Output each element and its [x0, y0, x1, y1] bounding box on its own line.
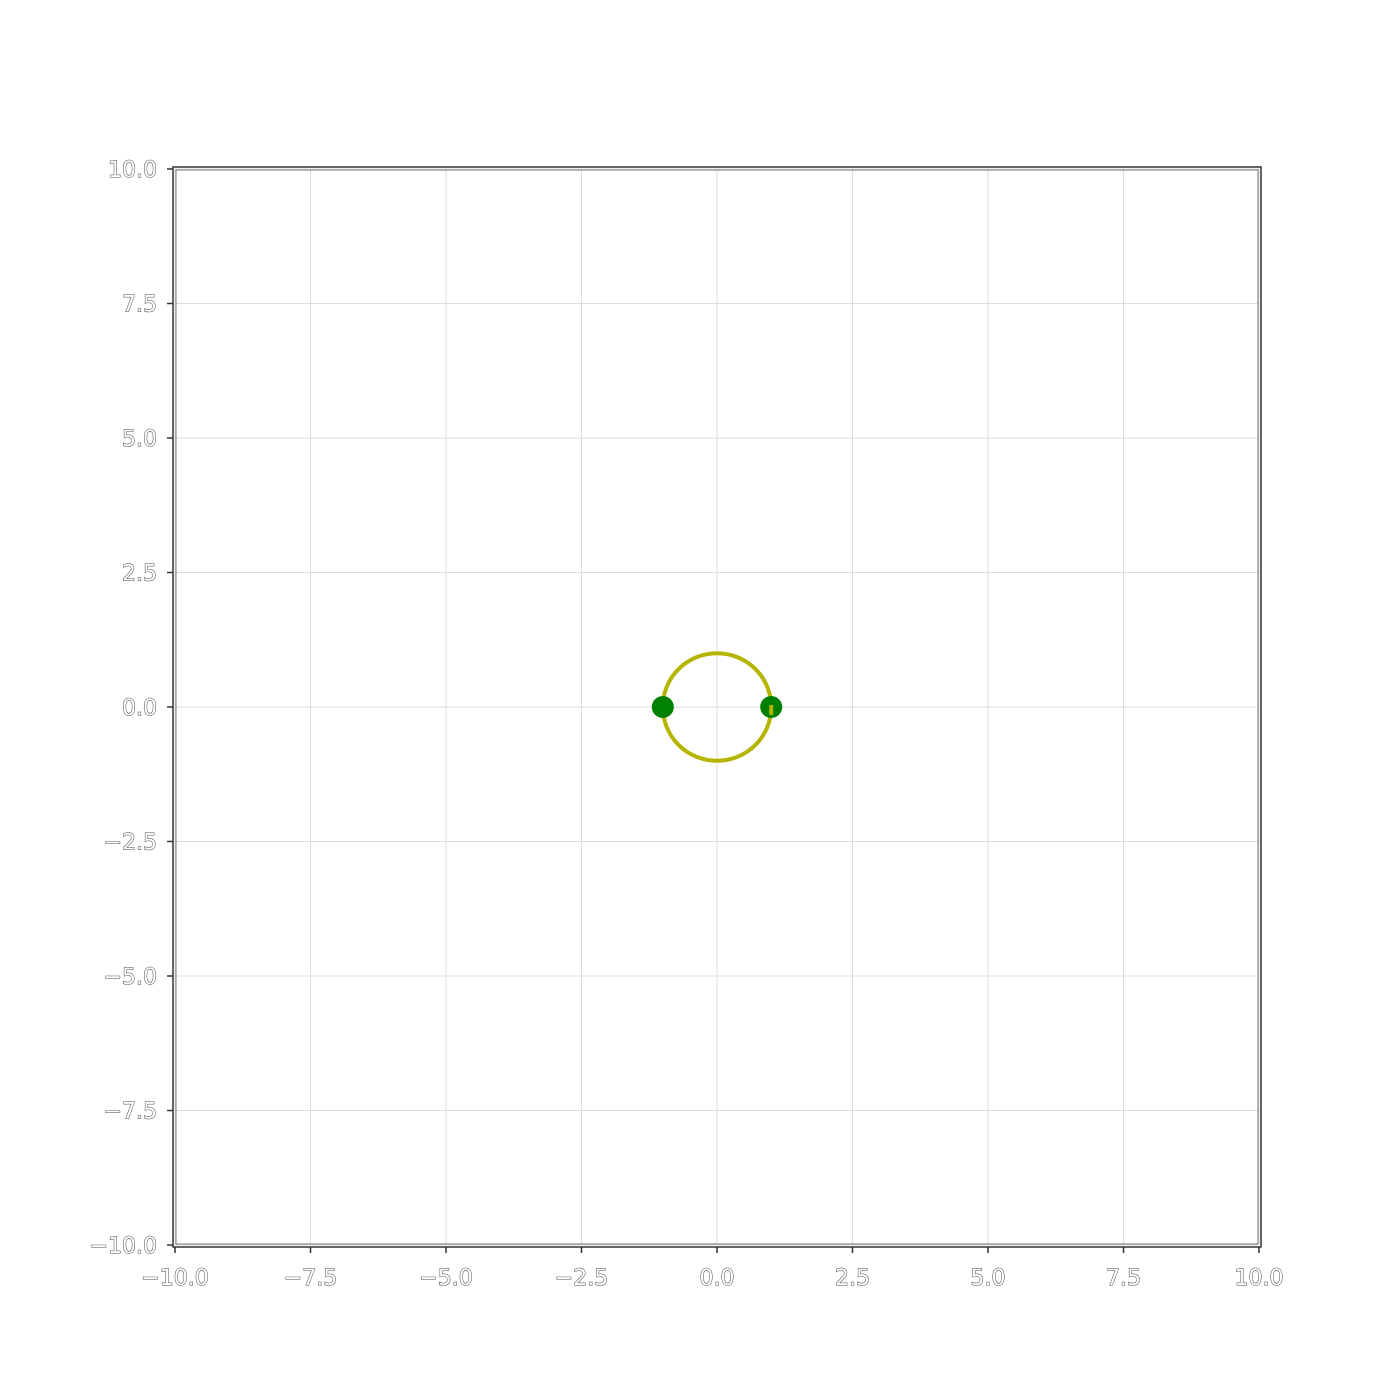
y-tick-label: −10.0: [90, 1234, 157, 1259]
y-tick-labels: −10.0 −7.5 −5.0 −2.5 0.0 2.5 5.0 7.5 10.0: [89, 158, 157, 1260]
y-tick-label: 0.0: [122, 696, 157, 721]
x-tick-label: 0.0: [700, 1266, 735, 1291]
x-tick-label: 5.0: [971, 1266, 1006, 1291]
x-tick-label: 7.5: [1106, 1266, 1141, 1291]
scatter-point: [651, 696, 674, 718]
plot-frame-inner: [175, 169, 1259, 1245]
y-tick-label: 7.5: [122, 293, 157, 318]
x-tick-labels: −10.0 −7.5 −5.0 −2.5 0.0 2.5 5.0 7.5 10.0: [141, 1266, 1284, 1292]
x-tick-label: 10.0: [1235, 1266, 1284, 1291]
grid: [174, 168, 1260, 1246]
axis-ticks: [167, 168, 1260, 1253]
x-tick-label: −5.0: [419, 1266, 472, 1291]
y-tick-label: 5.0: [122, 427, 157, 452]
x-tick-label: −10.0: [141, 1266, 208, 1291]
y-tick-label: −2.5: [104, 831, 157, 856]
y-tick-label: 10.0: [108, 158, 157, 183]
x-tick-label: 2.5: [835, 1266, 870, 1291]
y-tick-label: 2.5: [122, 562, 157, 587]
x-tick-label: −7.5: [284, 1266, 337, 1291]
plot-series: [651, 651, 783, 763]
y-tick-label: −5.0: [104, 965, 157, 990]
y-tick-label: −7.5: [104, 1100, 157, 1125]
x-tick-label: −2.5: [555, 1266, 608, 1291]
